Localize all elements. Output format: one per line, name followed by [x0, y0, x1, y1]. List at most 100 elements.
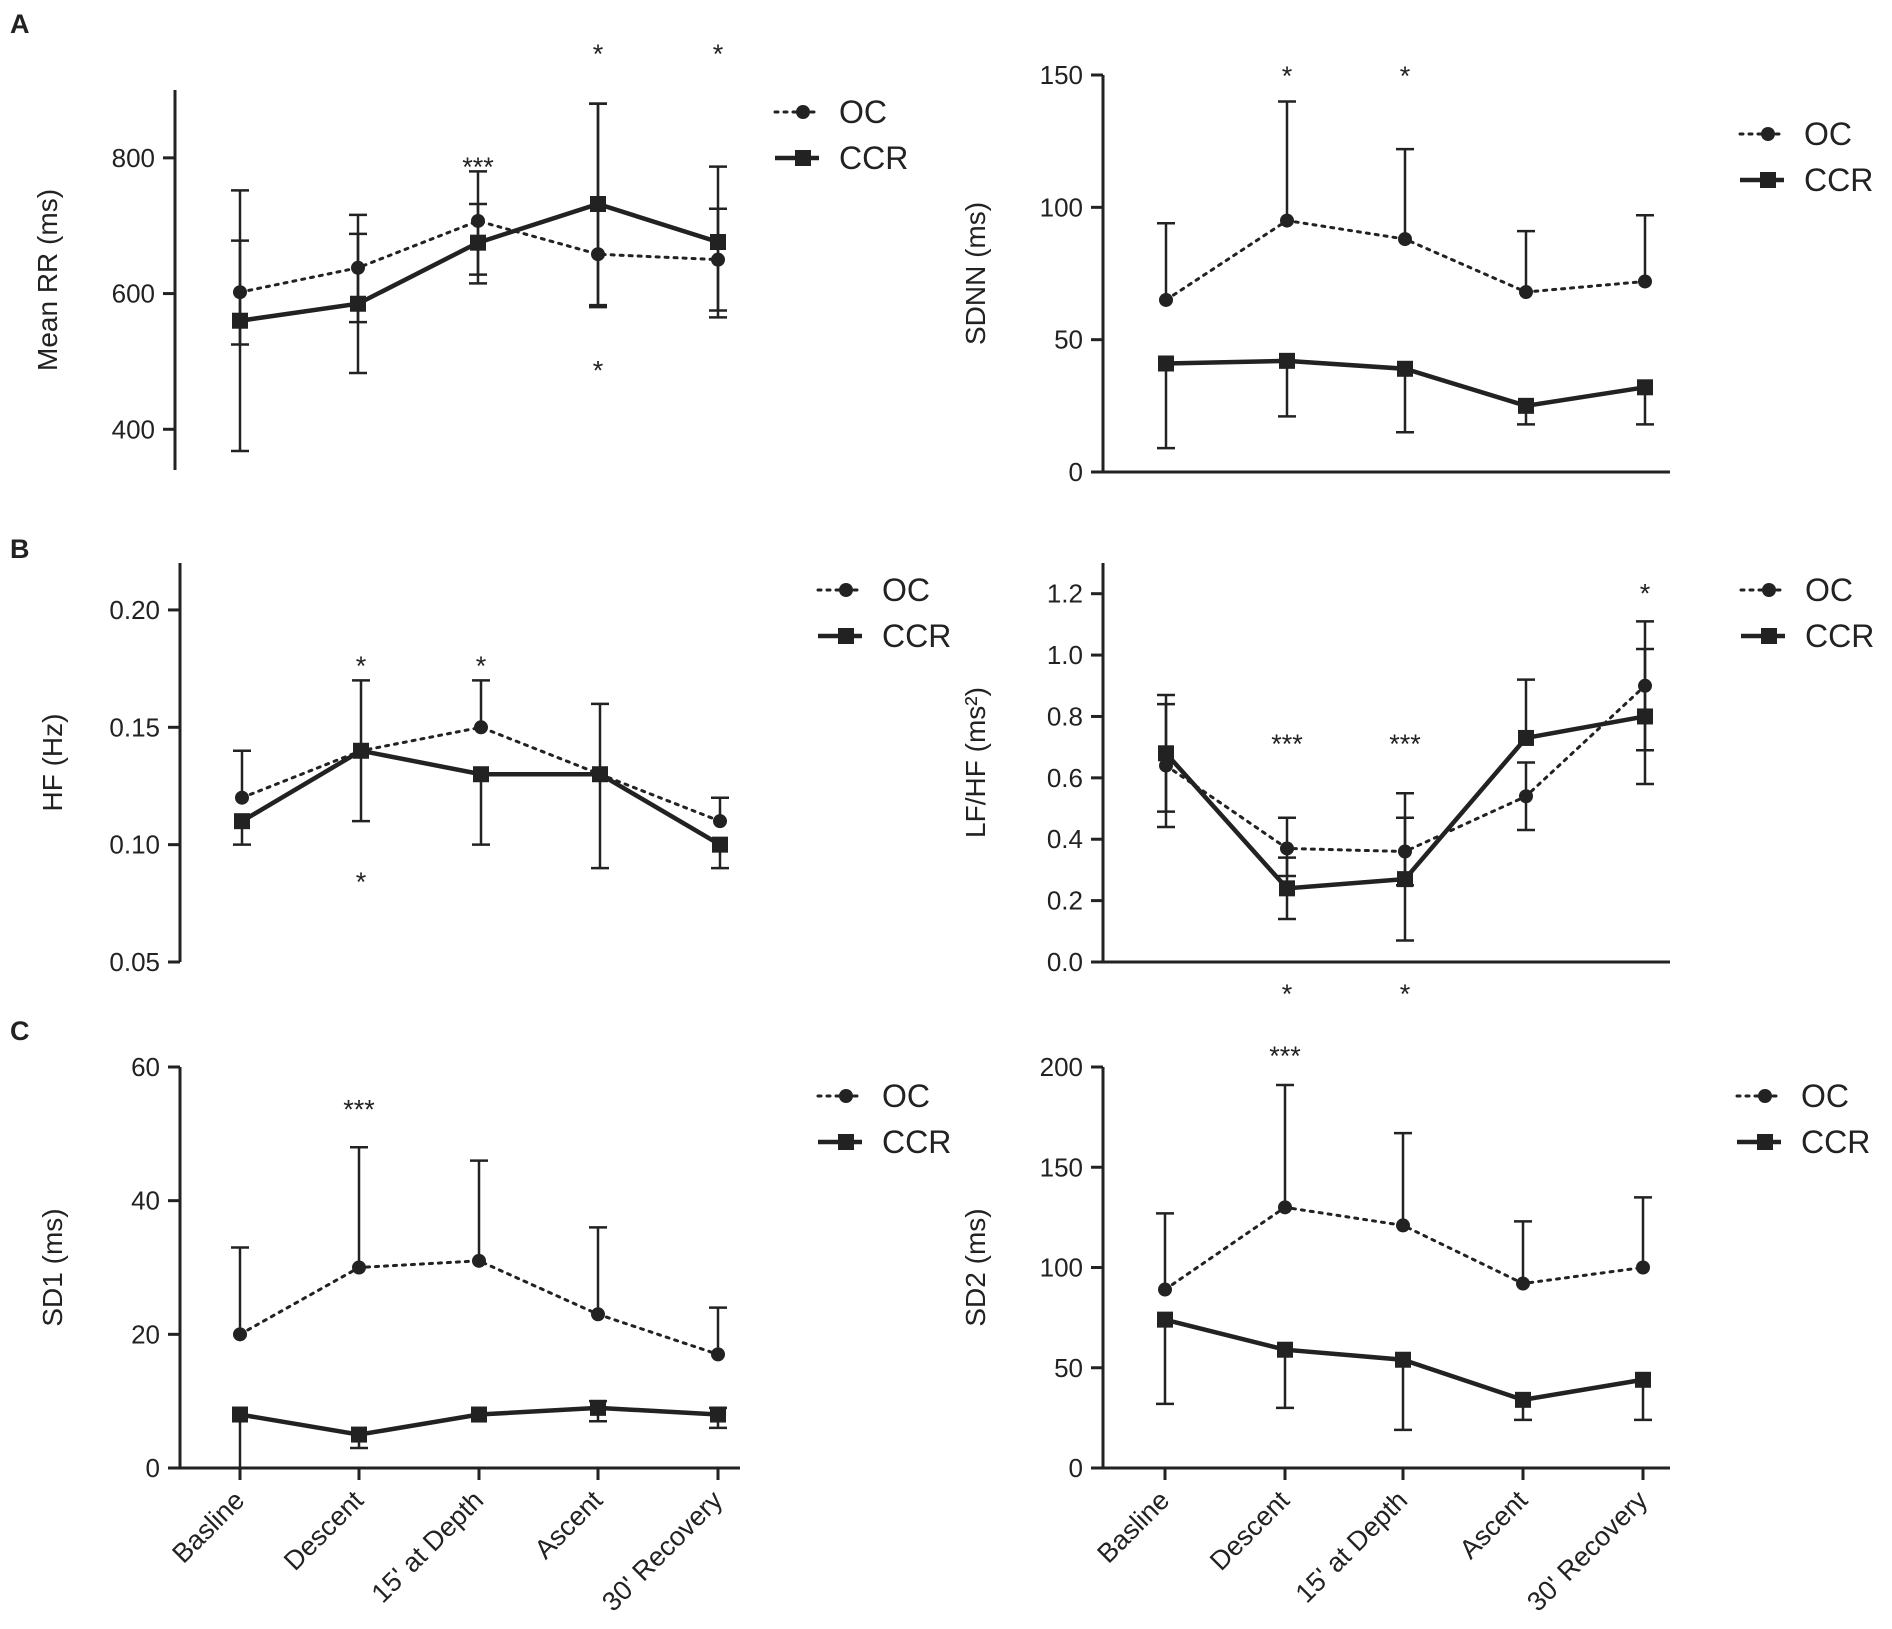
- series-oc: [1157, 100, 1654, 307]
- y-axis-label: SD1 (ms): [37, 1208, 68, 1326]
- legend-marker-ccr: [1757, 1134, 1773, 1150]
- significance-marker: *: [356, 867, 367, 897]
- data-point: [352, 1260, 366, 1275]
- y-tick-label: 1.0: [1047, 640, 1083, 670]
- significance-marker: ***: [343, 1094, 375, 1124]
- x-tick-label: Descent: [278, 1485, 370, 1577]
- data-point: [1158, 745, 1174, 762]
- y-tick-label: 0.0: [1047, 947, 1083, 977]
- data-point: [1280, 213, 1294, 228]
- y-axis-label: Mean RR (ms): [32, 189, 63, 371]
- y-tick-label: 0.6: [1047, 763, 1083, 793]
- panel-letter-b: B: [10, 534, 30, 564]
- y-tick-label: 20: [131, 1319, 160, 1349]
- series-line: [238, 219, 720, 294]
- y-tick-label: 800: [112, 143, 155, 173]
- legend-label-ccr: CCR: [882, 618, 951, 654]
- legend-label-oc: OC: [1804, 116, 1852, 152]
- series-ccr: [231, 102, 727, 453]
- data-point: [235, 790, 249, 805]
- data-point: [711, 1347, 725, 1362]
- legend: OC CCR: [816, 1078, 951, 1160]
- series-ccr: [1157, 352, 1654, 450]
- data-point: [232, 312, 248, 329]
- y-tick-label: 600: [112, 279, 155, 309]
- data-point: [1279, 352, 1295, 369]
- data-point: [1637, 379, 1653, 396]
- legend-label-oc: OC: [882, 1078, 930, 1114]
- data-point: [1397, 871, 1413, 888]
- legend-label-ccr: CCR: [1801, 1124, 1870, 1160]
- chart-a-right: 0 50 100 150 SDNN (ms) * * OC CCR: [960, 60, 1873, 487]
- series-ccr: [1156, 1311, 1652, 1432]
- y-tick-label: 0.20: [109, 595, 160, 625]
- legend-marker-ccr: [795, 150, 811, 166]
- x-tick-label: Ascent: [529, 1485, 609, 1565]
- series-ccr: [233, 742, 729, 870]
- data-point: [471, 1406, 487, 1423]
- y-tick-label: 0.05: [109, 947, 160, 977]
- data-point: [1158, 355, 1174, 372]
- data-point: [1158, 1282, 1172, 1297]
- y-tick-label: 0: [1069, 457, 1083, 487]
- significance-marker: ***: [1269, 1041, 1301, 1071]
- data-point: [1159, 292, 1173, 307]
- y-tick-label: 0: [146, 1453, 160, 1483]
- y-tick-label: 60: [131, 1052, 160, 1082]
- y-axis-label: HF (Hz): [37, 714, 68, 812]
- y-tick-label: 50: [1054, 1353, 1083, 1383]
- significance-marker: *: [356, 651, 367, 681]
- series-line: [240, 725, 722, 823]
- legend: OC CCR: [816, 572, 951, 654]
- y-axis-label: LF/HF (ms²): [960, 687, 991, 838]
- data-point: [710, 1406, 726, 1423]
- series-ccr: [231, 1399, 727, 1470]
- significance-marker: *: [593, 355, 604, 385]
- legend-label-oc: OC: [1801, 1078, 1849, 1114]
- x-tick-label: Basline: [166, 1485, 250, 1569]
- legend: OC CCR: [1738, 116, 1873, 198]
- y-tick-label: 0: [1069, 1453, 1083, 1483]
- data-point: [591, 1307, 605, 1322]
- legend-marker-ccr: [838, 628, 854, 644]
- y-axis-label: SD2 (ms): [960, 1208, 991, 1326]
- x-tick-label: 30' Recovery: [1521, 1485, 1653, 1617]
- x-tick-label: 30' Recovery: [596, 1485, 728, 1617]
- data-point: [1277, 1341, 1293, 1358]
- legend-marker-oc: [839, 1089, 853, 1103]
- data-point: [1518, 729, 1534, 746]
- data-point: [232, 1406, 248, 1423]
- series-line: [238, 1259, 720, 1356]
- panel-letter-c: C: [10, 1016, 30, 1046]
- legend-marker-oc: [839, 583, 853, 597]
- data-point: [470, 234, 486, 251]
- data-point: [1637, 708, 1653, 725]
- data-point: [1518, 397, 1534, 414]
- legend: OC CCR: [773, 94, 908, 176]
- y-tick-label: 100: [1040, 1253, 1083, 1283]
- y-tick-label: 400: [112, 414, 155, 444]
- significance-marker: *: [1640, 578, 1651, 608]
- data-point: [233, 1327, 247, 1342]
- legend-label-ccr: CCR: [1805, 618, 1874, 654]
- significance-marker: *: [1400, 979, 1411, 1009]
- x-tick-label: Descent: [1204, 1485, 1296, 1577]
- y-tick-label: 50: [1054, 325, 1083, 355]
- legend-marker-oc: [1762, 583, 1776, 597]
- data-point: [592, 766, 608, 783]
- data-point: [1516, 1276, 1530, 1291]
- legend-label-ccr: CCR: [839, 140, 908, 176]
- y-tick-label: 1.2: [1047, 579, 1083, 609]
- y-tick-label: 150: [1040, 60, 1083, 90]
- data-point: [590, 1399, 606, 1416]
- data-point: [590, 196, 606, 212]
- series-ccr: [1157, 647, 1654, 942]
- y-tick-label: 0.10: [109, 830, 160, 860]
- data-point: [712, 836, 728, 853]
- legend-marker-ccr: [838, 1134, 854, 1150]
- y-tick-label: 100: [1040, 192, 1083, 222]
- legend-marker-oc: [1758, 1089, 1772, 1103]
